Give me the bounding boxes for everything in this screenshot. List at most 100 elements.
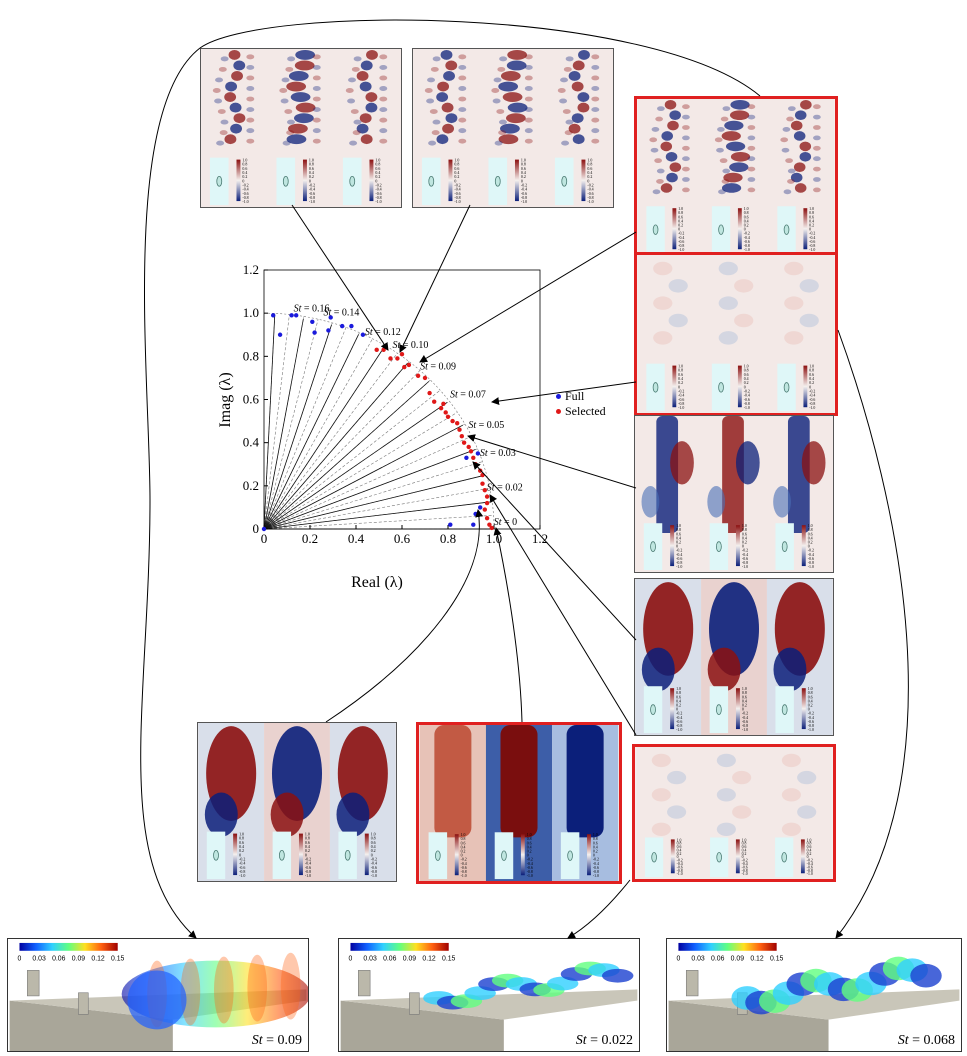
- colorbar-tick: 0.2: [676, 703, 681, 708]
- iso-colorbar-tick: 0.15: [770, 956, 784, 963]
- colorbar-tick: 0.2: [593, 850, 598, 854]
- colorbar-tick: 0.8: [678, 369, 683, 373]
- iso-colorbar-tick: 0.03: [32, 956, 46, 963]
- colorbar-tick: -0.4: [454, 187, 460, 192]
- colorbar-tick: 0.4: [676, 535, 681, 540]
- ground-plate: [340, 1000, 504, 1051]
- colorbar-tick: -0.6: [587, 191, 593, 196]
- colorbar-tick: -0.8: [744, 244, 750, 248]
- colorbar-tick: -0.4: [521, 187, 527, 192]
- colorbar-tick: -0.2: [527, 858, 533, 862]
- colorbar-tick: 0.2: [677, 852, 682, 856]
- legend-marker: [556, 394, 561, 399]
- colorbar-tick: 0.2: [742, 852, 747, 856]
- colorbar-tick: 0.8: [587, 162, 592, 167]
- y-axis-label: Imag (λ): [217, 372, 234, 427]
- colorbar: [735, 525, 740, 567]
- mode-field-slice: 1.00.80.60.40.20-0.2-0.4-0.6-0.8-1.0: [646, 99, 690, 254]
- x-axis-label: Real (λ): [351, 574, 403, 590]
- colorbar-tick: 1.0: [742, 523, 747, 528]
- colorbar-tick: -0.4: [742, 862, 748, 866]
- colorbar-tick: 0: [742, 707, 744, 712]
- colorbar-tick: 0: [242, 178, 244, 183]
- cylinder-icon: [715, 704, 722, 715]
- y-tick-label: 1.0: [243, 305, 259, 320]
- colorbar-tick: 0.8: [677, 842, 682, 846]
- colorbar-tick: 0.2: [676, 540, 681, 545]
- isosurface-panel-right: 0 0.03 0.06 0.09 0.12 0.15 St = 0.068: [666, 938, 962, 1052]
- colorbar-tick: 0: [742, 544, 744, 549]
- strouhal-label: St = 0.022: [575, 1033, 633, 1048]
- colorbar-tick: 0: [593, 854, 595, 858]
- colorbar-tick: -0.6: [678, 398, 684, 402]
- data-point: [471, 455, 476, 460]
- colorbar-tick: 0.6: [742, 694, 747, 699]
- colorbar: [236, 159, 241, 202]
- cylinder-icon: [652, 224, 659, 235]
- cylinder-icon: [435, 850, 441, 861]
- colorbar: [670, 525, 675, 567]
- colorbar-tick: -0.2: [242, 182, 248, 187]
- data-point: [480, 481, 485, 486]
- mode-field-slice: 1.00.80.60.40.20-0.2-0.4-0.6-0.8-1.0: [329, 723, 396, 881]
- colorbar-tick: 0.8: [742, 690, 747, 695]
- colorbar-tick: -0.4: [371, 861, 377, 866]
- field-background: [637, 255, 835, 413]
- colorbar-tick: 0.2: [808, 703, 813, 708]
- colorbar-tick: 1.0: [677, 838, 682, 842]
- cylinder-icon: [715, 541, 722, 552]
- x-tick-label: 1.2: [532, 531, 548, 546]
- colorbar-tick: -0.2: [809, 389, 815, 393]
- x-tick-label: 0.2: [302, 531, 318, 546]
- colorbar-tick: 0.6: [371, 840, 376, 845]
- colorbar-tick: -0.8: [678, 244, 684, 248]
- colorbar-tick: 0: [527, 854, 529, 858]
- colorbar: [369, 159, 374, 202]
- colorbar-tick: 0: [744, 385, 746, 389]
- colorbar-tick: -0.6: [809, 398, 815, 402]
- colorbar-tick: 0.4: [309, 170, 314, 175]
- colorbar-tick: -0.8: [742, 723, 748, 728]
- colorbar-tick: -0.2: [239, 856, 245, 861]
- colorbar-tick: 0.4: [678, 377, 683, 381]
- guide-ray: [263, 319, 319, 530]
- data-point: [395, 356, 400, 361]
- data-point: [455, 421, 460, 426]
- colorbar-tick: -0.4: [587, 187, 593, 192]
- cylinder: [685, 970, 699, 997]
- colorbar-tick: 0.4: [809, 219, 814, 223]
- strouhal-annotation: St = 0.02: [487, 482, 523, 493]
- data-point: [484, 494, 490, 499]
- colorbar-tick: -0.4: [808, 715, 814, 720]
- colorbar-tick: 0.6: [461, 841, 466, 845]
- guide-ray: [263, 412, 458, 530]
- colorbar-tick: -0.2: [742, 548, 748, 553]
- cylinder-icon: [718, 224, 724, 235]
- mode-panel-top-left: 1.0 0.8 0.6 0.4 0.2 0 -0.2 -0.4 -0.6 -0.8 -1.0 1.0 0…: [200, 48, 402, 208]
- cylinder-icon: [561, 175, 568, 187]
- mode-field-slice: 1.00.80.60.40.20-0.2-0.4-0.6-0.8-1.0: [646, 261, 688, 412]
- colorbar-tick: -0.2: [744, 232, 750, 236]
- colorbar: [514, 159, 519, 202]
- colorbar-tick: 0.4: [521, 170, 526, 175]
- colorbar-tick: 0.6: [587, 166, 592, 171]
- colorbar-tick: 0.8: [676, 527, 681, 532]
- isosurface-panel-left: 0 0.03 0.06 0.09 0.12 0.15 St = 0.09: [7, 938, 309, 1052]
- colorbar-tick: -1.0: [808, 564, 814, 569]
- data-point: [277, 332, 283, 337]
- colorbar-tick: -0.6: [371, 865, 377, 870]
- cylinder: [78, 992, 89, 1015]
- colorbar-tick: -0.4: [375, 187, 381, 192]
- colorbar-tick: 0.2: [742, 540, 747, 545]
- colorbar-tick: 1.0: [744, 207, 749, 211]
- colorbar-tick: -0.4: [239, 861, 245, 866]
- data-point: [261, 526, 267, 532]
- cylinder-icon: [344, 849, 351, 861]
- y-tick-label: 0.4: [243, 435, 260, 450]
- colorbar-tick: -0.6: [309, 191, 315, 196]
- x-tick-label: 0.4: [348, 531, 365, 546]
- mode-field-slice: 1.00.80.60.40.20-0.2-0.4-0.6-0.8-1.0: [711, 261, 754, 412]
- data-point: [349, 323, 354, 329]
- strouhal-annotation: St = 0.05: [468, 420, 504, 431]
- data-point: [340, 323, 345, 329]
